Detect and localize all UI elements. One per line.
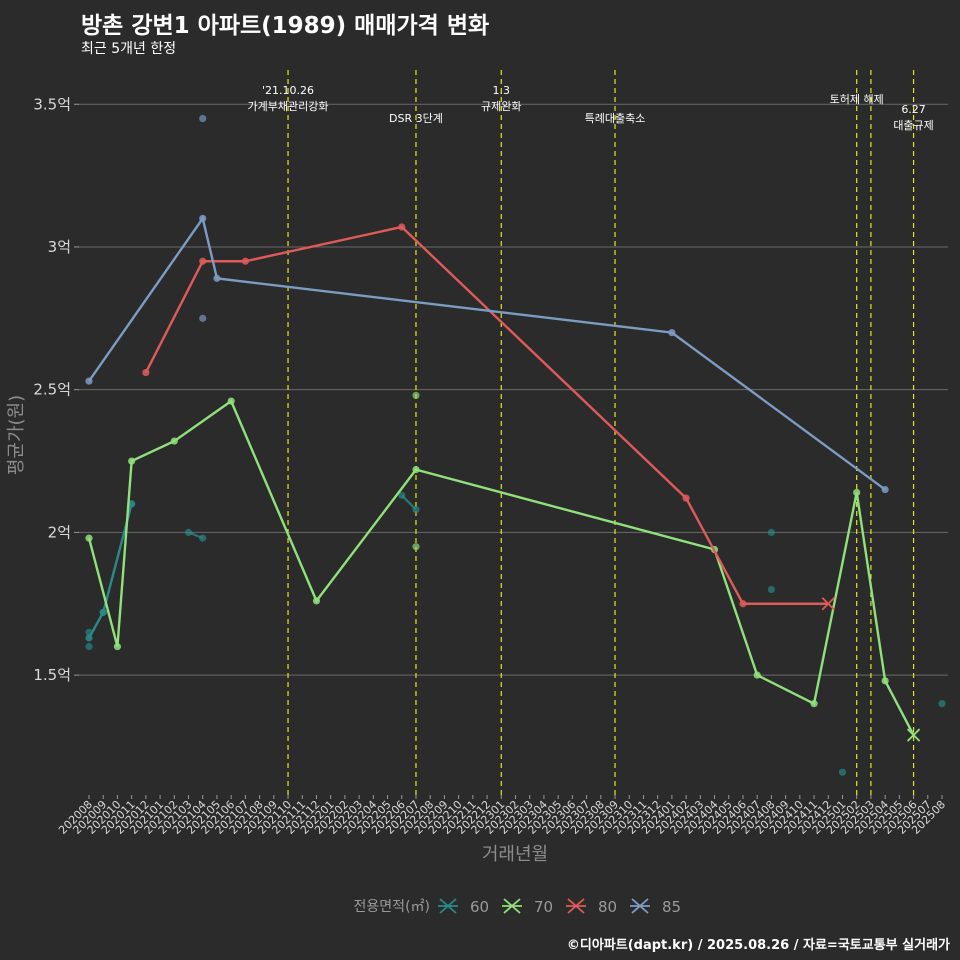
y-tick-label: 3억 (48, 238, 71, 256)
series-85-line (88, 215, 886, 491)
series-layer (85, 114, 946, 776)
y-axis: 1.5억 2억 2.5억 3억 3.5억 (33, 95, 79, 684)
series-70-point (810, 700, 818, 708)
series-85-point (199, 214, 207, 223)
series-80-point (142, 368, 150, 377)
event-label: 1.3 (493, 84, 511, 97)
series-60-point (767, 585, 776, 594)
legend-label-80: 80 (598, 898, 617, 916)
series-60-point (838, 768, 847, 776)
chart-subtitle: 최근 5개년 한정 (81, 41, 177, 57)
series-80 (142, 223, 835, 611)
series-70-point (85, 534, 93, 542)
series-60-point (767, 528, 776, 537)
event-label: 특례대출축소 (585, 112, 646, 125)
event-label: 대출규제 (893, 119, 933, 132)
grid-lines (79, 103, 948, 676)
series-70-last-point (906, 728, 921, 742)
series-70-point (412, 466, 420, 474)
series-85-point (881, 485, 889, 494)
series-85-point (199, 314, 207, 322)
x-axis-label: 거래년월 (482, 844, 548, 865)
event-label: 규제완화 (481, 100, 521, 113)
series-70-point (412, 543, 420, 551)
series-80-point (199, 257, 207, 265)
series-60-point (99, 608, 107, 616)
series-80-line (144, 225, 829, 605)
series-60-point (128, 500, 136, 508)
y-tick-label: 2.5억 (33, 381, 71, 399)
series-70-point (312, 597, 321, 605)
legend-label-60: 60 (470, 898, 489, 916)
series-60-point (398, 491, 406, 499)
series-60-point (85, 642, 93, 651)
series-70-point (853, 488, 861, 497)
series-70-point (881, 677, 889, 685)
series-70-point (128, 457, 136, 465)
x-axis: 2020082020092020102020112020122021012021… (56, 795, 948, 837)
series-70-point (753, 671, 761, 679)
y-tick-label: 1.5억 (33, 666, 71, 684)
event-label: '21.10.26 (262, 84, 314, 97)
legend-label-85: 85 (662, 898, 681, 916)
series-80-point (682, 494, 690, 502)
y-axis-label: 평균가(원) (6, 395, 27, 475)
event-label: 가계부채관리강화 (248, 100, 329, 113)
series-85-point (668, 328, 676, 337)
series-60 (85, 491, 946, 776)
chart-title: 방촌 강변1 아파트(1989) 매매가격 변화 (81, 13, 490, 39)
series-60-point (184, 528, 193, 537)
series-85 (85, 114, 889, 494)
series-70-point (113, 642, 122, 651)
series-80-last-point (821, 597, 835, 611)
series-85-point (213, 274, 221, 282)
event-label: 토허제 해제 (830, 92, 884, 106)
series-70-point (412, 391, 420, 399)
series-85-point (85, 377, 93, 385)
y-tick-label: 3.5억 (33, 95, 71, 113)
source-caption: ©디아파트(dapt.kr) / 2025.08.26 / 자료=국토교통부 실… (566, 938, 950, 953)
series-80-point (739, 600, 747, 608)
series-70-point (170, 437, 178, 445)
series-60-point (85, 634, 93, 642)
series-85-point (199, 114, 207, 123)
series-60-point (412, 505, 420, 514)
legend-label-70: 70 (534, 898, 553, 916)
legend: 전용면적(㎡) 60 70 80 85 (354, 898, 682, 916)
series-60-point (938, 700, 946, 708)
series-80-point (241, 257, 249, 265)
series-60-point (199, 534, 207, 542)
series-80-point (398, 223, 406, 231)
legend-title: 전용면적(㎡) (354, 899, 430, 915)
y-tick-label: 2억 (48, 523, 71, 541)
series-70-point (227, 397, 235, 405)
series-70 (85, 391, 921, 742)
event-label: 6.27 (901, 103, 926, 116)
event-label: DSR 3단계 (389, 112, 443, 125)
